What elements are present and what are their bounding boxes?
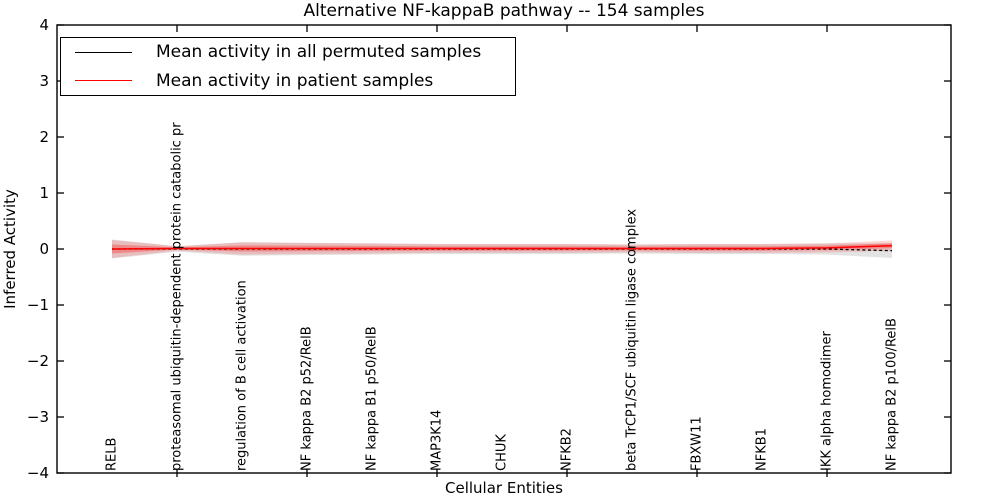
y-tick-label: 1: [39, 184, 49, 202]
patient-line-swatch: [75, 80, 132, 82]
y-tick-label: 2: [39, 128, 49, 146]
x-category-label: proteasomal ubiquitin-dependent protein …: [170, 122, 185, 471]
y-tick-label: 3: [39, 72, 49, 90]
x-category-label: RELB: [105, 438, 120, 471]
x-category-label: NF kappa B2 p100/RelB: [885, 318, 900, 471]
x-category-label: FBXW11: [690, 416, 705, 471]
permuted-line-swatch: [75, 51, 132, 53]
legend-label-patient: Mean activity in patient samples: [156, 70, 434, 91]
y-tick-label: −4: [27, 464, 49, 482]
legend-item-permuted: Mean activity in all permuted samples: [61, 38, 515, 67]
legend-item-patient: Mean activity in patient samples: [61, 67, 515, 96]
x-category-label: NFKB2: [560, 428, 575, 471]
patient-mean-line: [111, 244, 893, 250]
y-tick-label: −3: [27, 408, 49, 426]
legend-box: Mean activity in all permuted samples Me…: [60, 37, 516, 96]
y-axis-title: Inferred Activity: [1, 189, 19, 309]
x-category-label: beta TrCP1/SCF ubiquitin ligase complex: [625, 209, 640, 471]
x-axis-title: Cellular Entities: [445, 479, 563, 497]
y-tick-label: −2: [27, 352, 49, 370]
legend-label-permuted: Mean activity in all permuted samples: [156, 42, 482, 63]
y-tick-label: 4: [39, 16, 49, 34]
x-category-label: NFKB1: [755, 428, 770, 471]
y-tick-label: −1: [27, 296, 49, 314]
x-category-label: IKK alpha homodimer: [820, 330, 835, 471]
x-category-label: NF kappa B1 p50/RelB: [365, 326, 380, 471]
chart-title: Alternative NF-kappaB pathway -- 154 sam…: [303, 1, 705, 21]
x-category-label: NF kappa B2 p52/RelB: [300, 326, 315, 471]
x-category-label: CHUK: [495, 434, 510, 471]
x-category-label: regulation of B cell activation: [235, 280, 250, 471]
x-category-label: MAP3K14: [430, 410, 445, 471]
y-tick-label: 0: [39, 240, 49, 258]
